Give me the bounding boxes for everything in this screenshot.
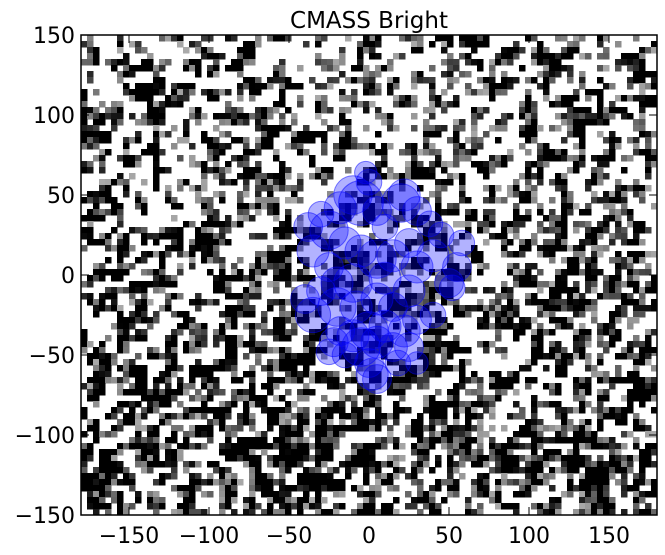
scatter-point <box>427 221 455 249</box>
y-axis-ticks <box>81 34 657 516</box>
y-tick-label: −150 <box>15 504 75 529</box>
scatter-point <box>294 296 332 334</box>
scatter-point <box>344 234 378 268</box>
y-tick-label: 50 <box>47 184 75 209</box>
scatter-point <box>360 282 394 316</box>
scatter-point <box>378 332 408 362</box>
scatter-point <box>354 160 378 185</box>
plot-area <box>81 35 657 515</box>
scatter-point <box>331 341 359 369</box>
scatter-point <box>320 266 354 300</box>
background-noise-map <box>81 35 657 515</box>
y-axis-tick-labels: −150 −100 −50 0 50 100 150 <box>15 24 75 529</box>
scatter-point <box>355 357 389 391</box>
x-tick-label: −50 <box>266 524 312 549</box>
scatter-point <box>394 332 424 362</box>
scatter-point <box>362 196 392 226</box>
x-tick-label: 0 <box>362 524 376 549</box>
chart-title: CMASS Bright <box>290 8 448 34</box>
scatter-point <box>355 168 383 196</box>
scatter-point <box>392 274 426 308</box>
scatter-point <box>381 183 421 223</box>
scatter-point <box>419 301 447 329</box>
x-tick-label: 150 <box>588 524 630 549</box>
scatter-point <box>448 229 476 257</box>
scatter-point <box>306 276 336 306</box>
y-tick-label: 100 <box>33 104 75 129</box>
scatter-point <box>315 338 343 366</box>
scatter-point <box>339 290 373 324</box>
scatter-point <box>362 364 392 394</box>
x-axis-ticks <box>128 35 610 515</box>
scatter-point <box>416 239 450 273</box>
scatter-point <box>438 274 466 302</box>
scatter-point <box>442 252 472 282</box>
y-tick-label: −50 <box>29 344 75 369</box>
x-tick-label: 100 <box>508 524 550 549</box>
scatter-point <box>360 325 394 359</box>
scatter-point <box>405 351 429 375</box>
x-tick-label: −150 <box>99 524 159 549</box>
x-tick-label: −100 <box>179 524 239 549</box>
y-tick-label: 0 <box>61 264 75 289</box>
scatter-point <box>357 239 397 279</box>
x-axis-tick-labels: −150 −100 −50 0 50 100 150 <box>99 524 630 549</box>
scatter-point <box>416 210 444 238</box>
scatter-points <box>290 160 476 394</box>
y-tick-label: 150 <box>33 24 75 49</box>
y-tick-label: −100 <box>15 424 75 449</box>
scatter-point <box>328 226 362 260</box>
scatter-point <box>296 234 330 268</box>
scatter-point <box>317 287 357 327</box>
scatter-point <box>323 191 357 225</box>
scatter-point <box>384 349 412 377</box>
x-tick-label: 50 <box>435 524 463 549</box>
scatter-point <box>387 178 421 212</box>
scatter-point <box>402 304 432 335</box>
scatter-point <box>307 200 335 228</box>
scatter-point <box>368 261 402 295</box>
scatter-point <box>338 180 384 226</box>
